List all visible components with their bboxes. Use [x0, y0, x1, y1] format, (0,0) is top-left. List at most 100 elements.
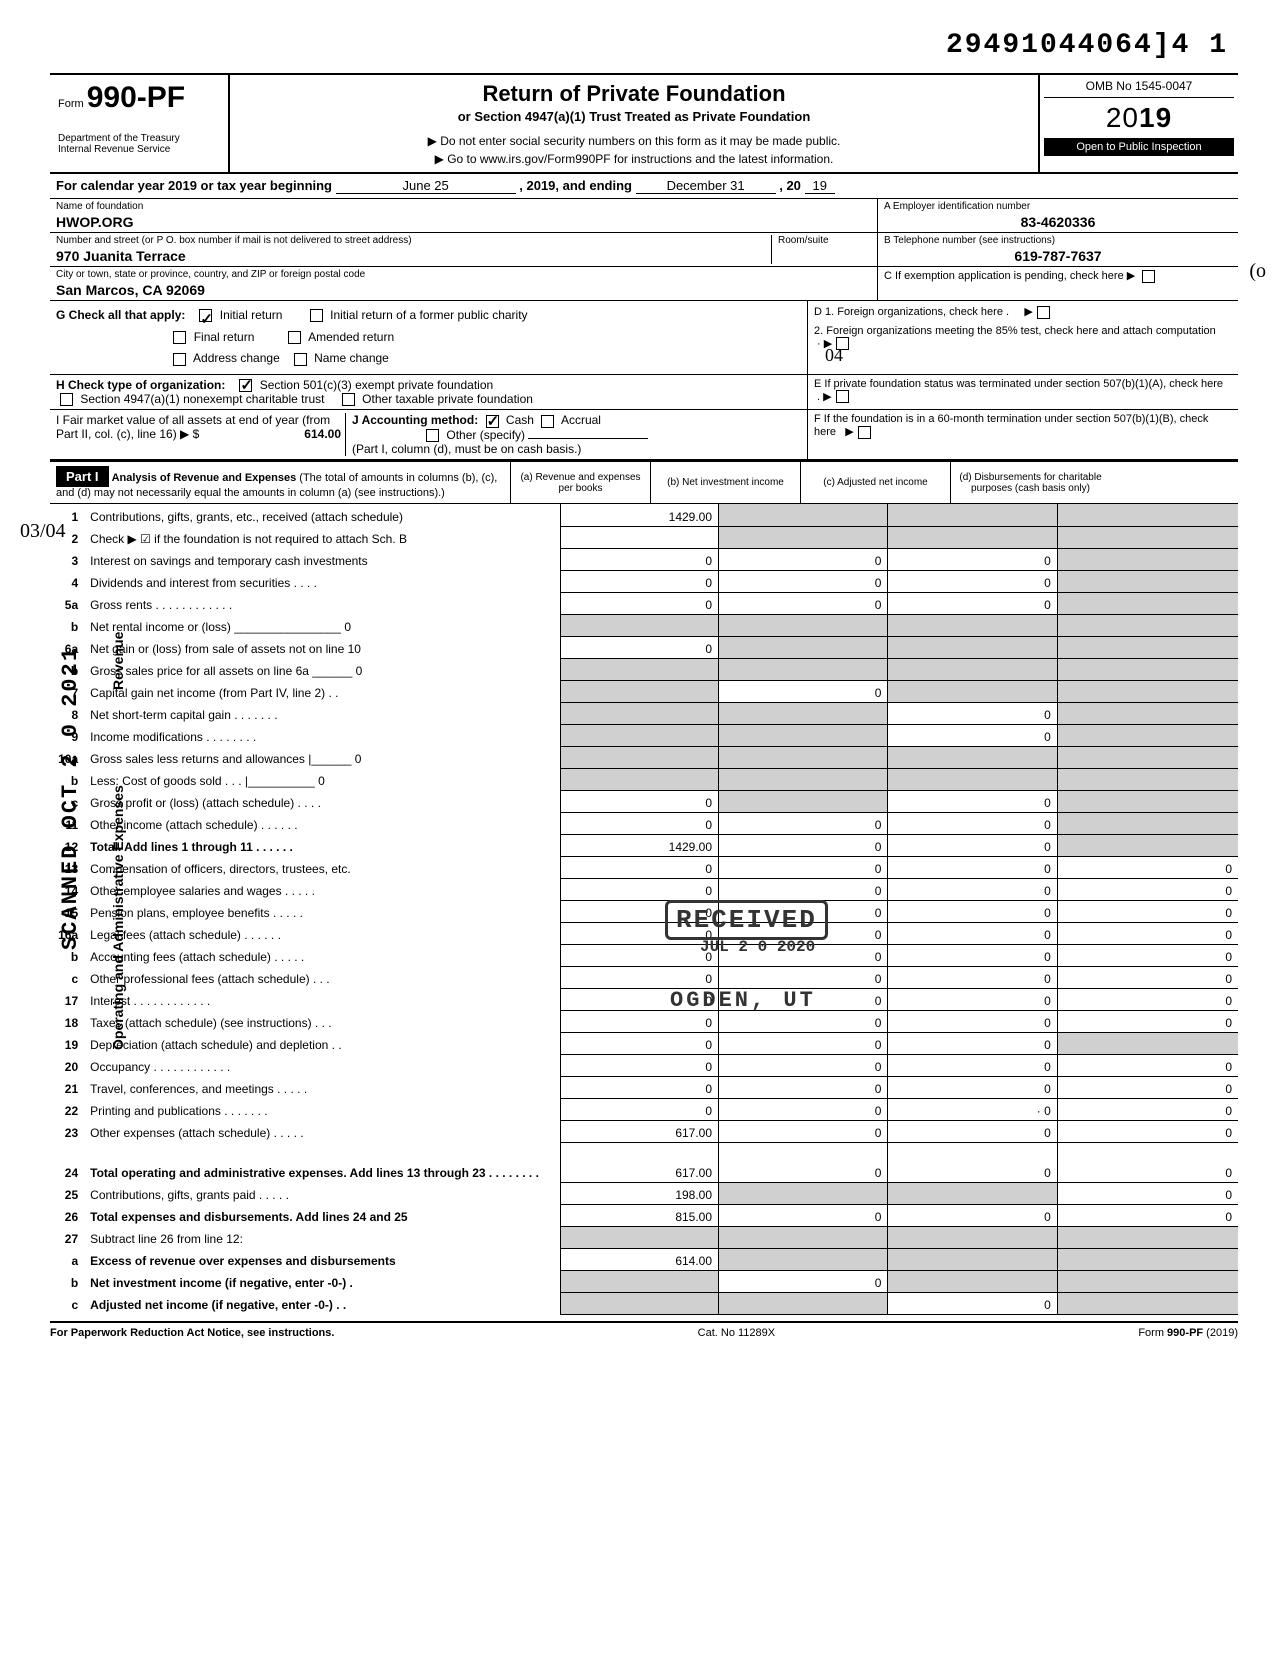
line-description: Other professional fees (attach schedule…	[86, 966, 560, 988]
line-description: Contributions, gifts, grants paid . . . …	[86, 1182, 560, 1204]
initial-return-checkbox[interactable]	[199, 309, 212, 322]
cell: 0	[1057, 1120, 1238, 1142]
f-checkbox[interactable]	[858, 426, 871, 439]
cell	[1057, 790, 1238, 812]
form-title: Return of Private Foundation	[240, 81, 1028, 107]
line-description: Travel, conferences, and meetings . . . …	[86, 1076, 560, 1098]
cell: 0	[719, 592, 888, 614]
cell	[888, 768, 1057, 790]
cell	[719, 636, 888, 658]
department: Department of the Treasury Internal Reve…	[58, 133, 220, 155]
cell: 0	[560, 548, 718, 570]
cell: 0	[719, 812, 888, 834]
line-description: Taxes (attach schedule) (see instruction…	[86, 1010, 560, 1032]
cell	[1057, 1292, 1238, 1314]
cell: 0	[1057, 900, 1238, 922]
cell: 0	[719, 1120, 888, 1142]
cell: 0	[888, 592, 1057, 614]
handwritten-2: (o	[1249, 260, 1266, 283]
cell: 0	[1057, 1182, 1238, 1204]
cell	[1057, 526, 1238, 548]
cell: 0	[719, 1098, 888, 1120]
form-number: Form 990-PF	[58, 81, 220, 115]
header-left: Form 990-PF Department of the Treasury I…	[50, 75, 230, 172]
cell: 0	[888, 790, 1057, 812]
cell	[1057, 570, 1238, 592]
c-checkbox[interactable]	[1142, 270, 1155, 283]
address: 970 Juanita Terrace	[56, 248, 771, 264]
ein-label: A Employer identification number	[884, 201, 1232, 212]
final-return-checkbox[interactable]	[173, 331, 186, 344]
line-description: Total. Add lines 1 through 11 . . . . . …	[86, 834, 560, 856]
line-number: 24	[50, 1142, 86, 1182]
cell: 0	[1057, 856, 1238, 878]
cell: 0	[888, 1054, 1057, 1076]
cell: 0	[719, 1010, 888, 1032]
col-b-header: (b) Net investment income	[650, 462, 800, 503]
cell: 0	[719, 1054, 888, 1076]
col-d-header: (d) Disbursements for charitable purpose…	[950, 462, 1110, 503]
cell	[888, 1270, 1057, 1292]
cell: 0	[719, 1142, 888, 1182]
line-number: 26	[50, 1204, 86, 1226]
cell: 0	[888, 1076, 1057, 1098]
col-a-header: (a) Revenue and expenses per books	[510, 462, 650, 503]
cell: 0	[1057, 1054, 1238, 1076]
footer-right: Form 990-PF (2019)	[1138, 1327, 1238, 1339]
form-page: 29491044064]4 1 Form 990-PF Department o…	[50, 30, 1238, 1339]
line-description: Net investment income (if negative, ente…	[86, 1270, 560, 1292]
amended-checkbox[interactable]	[288, 331, 301, 344]
cash-checkbox[interactable]	[486, 415, 499, 428]
cell: 0	[888, 702, 1057, 724]
cell: 0	[888, 548, 1057, 570]
cell	[888, 1248, 1057, 1270]
cell	[888, 1226, 1057, 1248]
line-number: 4	[50, 570, 86, 592]
cell	[1057, 636, 1238, 658]
col-c-header: (c) Adjusted net income	[800, 462, 950, 503]
4947-checkbox[interactable]	[60, 393, 73, 406]
cell	[560, 526, 718, 548]
room-label: Room/suite	[778, 235, 871, 246]
cell	[888, 526, 1057, 548]
form-note-2: ▶ Go to www.irs.gov/Form990PF for instru…	[240, 152, 1028, 166]
cell: 0	[1057, 966, 1238, 988]
cell	[719, 1292, 888, 1314]
name-change-checkbox[interactable]	[294, 353, 307, 366]
cell	[888, 746, 1057, 768]
e-checkbox[interactable]	[836, 390, 849, 403]
d1-checkbox[interactable]	[1037, 306, 1050, 319]
line-number: 18	[50, 1010, 86, 1032]
accrual-checkbox[interactable]	[541, 415, 554, 428]
other-taxable-checkbox[interactable]	[342, 393, 355, 406]
line-description: Other income (attach schedule) . . . . .…	[86, 812, 560, 834]
cell: 0	[560, 1032, 718, 1054]
initial-former-checkbox[interactable]	[310, 309, 323, 322]
other-method-checkbox[interactable]	[426, 429, 439, 442]
501c3-checkbox[interactable]	[239, 379, 252, 392]
line-number: 22	[50, 1098, 86, 1120]
city-label: City or town, state or province, country…	[56, 269, 871, 280]
cell: 0	[560, 1098, 718, 1120]
cell	[719, 504, 888, 526]
cell: 0	[719, 680, 888, 702]
cell	[719, 702, 888, 724]
cell: 0	[888, 966, 1057, 988]
line-number: 25	[50, 1182, 86, 1204]
cell: 0	[1057, 922, 1238, 944]
addr-label: Number and street (or P O. box number if…	[56, 235, 771, 246]
cell	[560, 1226, 718, 1248]
page-footer: For Paperwork Reduction Act Notice, see …	[50, 1321, 1238, 1339]
cell: 0	[719, 834, 888, 856]
cell	[888, 1182, 1057, 1204]
cell	[560, 1270, 718, 1292]
line-description: Net rental income or (loss) ____________…	[86, 614, 560, 636]
line-description: Pension plans, employee benefits . . . .…	[86, 900, 560, 922]
line-number: 19	[50, 1032, 86, 1054]
barcode-number: 29491044064]4 1	[50, 30, 1238, 61]
address-change-checkbox[interactable]	[173, 353, 186, 366]
cell	[1057, 834, 1238, 856]
line-description: Gross rents . . . . . . . . . . . .	[86, 592, 560, 614]
cell: 0	[888, 988, 1057, 1010]
cell	[719, 614, 888, 636]
